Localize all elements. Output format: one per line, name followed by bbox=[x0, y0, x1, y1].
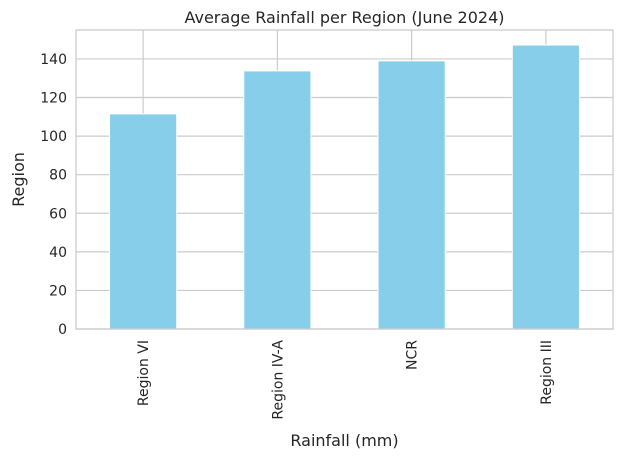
y-tick-label: 80 bbox=[49, 168, 67, 184]
bar bbox=[377, 60, 446, 330]
y-tick-label: 40 bbox=[49, 245, 67, 261]
x-tick-label: Region VI bbox=[136, 340, 152, 406]
plot-frame bbox=[75, 29, 614, 330]
x-tick-label: Region III bbox=[539, 340, 555, 405]
x-tick-labels: Region VI Region IV-A NCR Region III bbox=[136, 340, 555, 420]
x-axis-label: Rainfall (mm) bbox=[290, 431, 398, 450]
y-tick-label: 120 bbox=[40, 91, 67, 107]
chart-title: Average Rainfall per Region (June 2024) bbox=[184, 8, 504, 27]
bars bbox=[109, 44, 580, 330]
y-tick-label: 60 bbox=[49, 206, 67, 222]
x-tick-label: Region IV-A bbox=[270, 340, 286, 420]
bar bbox=[243, 70, 312, 330]
y-axis-label: Region bbox=[9, 152, 28, 207]
y-tick-label: 0 bbox=[58, 322, 67, 338]
y-tick-label: 140 bbox=[40, 52, 67, 68]
bar bbox=[109, 113, 178, 330]
x-tick-label: NCR bbox=[405, 340, 421, 370]
bar bbox=[511, 44, 580, 330]
y-tick-label: 100 bbox=[40, 129, 67, 145]
y-tick-labels: 0 20 40 60 80 100 120 140 bbox=[40, 52, 67, 338]
y-tick-label: 20 bbox=[49, 283, 67, 299]
